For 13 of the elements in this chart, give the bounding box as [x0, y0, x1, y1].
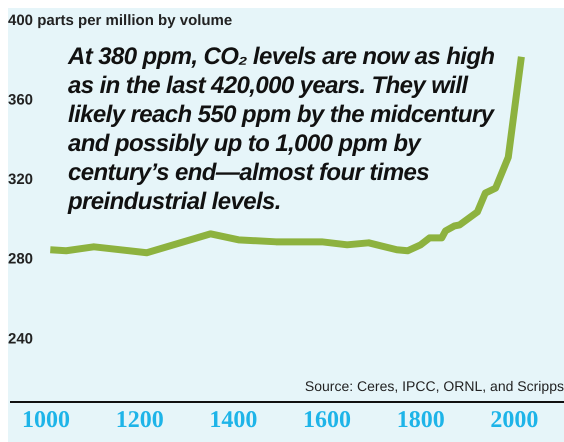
annotation: At 380 ppm, CO₂ levels are now as high as in the last 420,000 years. They will likely reach 550 ppm by the midcentury and possibly up to 1,000 ppm by century’s end—almost four times preindustrial levels.: [68, 42, 496, 216]
x-tick-label: 1800: [396, 407, 445, 434]
y-tick-label: 400 parts per million by volume: [8, 12, 232, 29]
x-tick-label: 1600: [303, 407, 352, 434]
x-tick-label: 1400: [209, 407, 258, 434]
annotation: Source: Ceres, IPCC, ORNL, and Scripps: [304, 378, 564, 394]
y-tick-label: 280: [8, 250, 34, 268]
x-tick-label: 1200: [116, 407, 164, 434]
x-tick-label: 2000: [490, 407, 538, 434]
x-tick-label: 1000: [22, 407, 70, 434]
y-tick-label: 240: [8, 330, 34, 348]
y-tick-label: 320: [8, 171, 34, 188]
y-tick-label: 360: [8, 92, 34, 109]
